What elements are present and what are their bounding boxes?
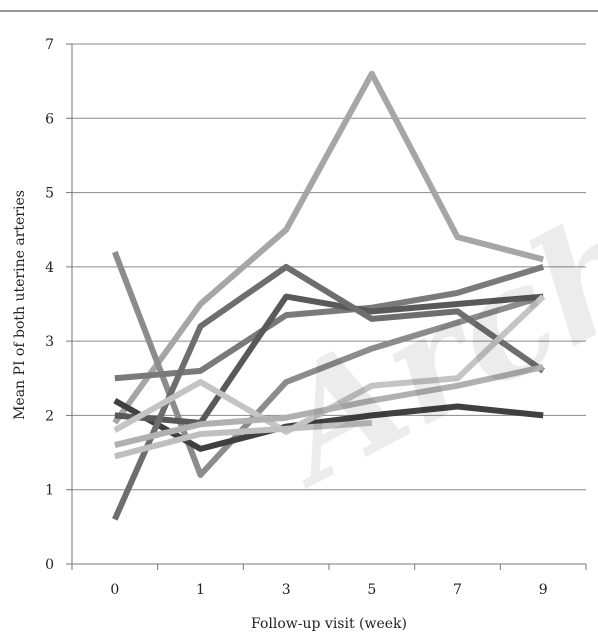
y-tick-labels: 0 1 2 3 4 5 6 7 xyxy=(45,37,54,573)
x-tick-label-5: 5 xyxy=(367,582,376,598)
x-tick-label-3: 3 xyxy=(282,582,291,598)
x-tick-label-9: 9 xyxy=(539,582,548,598)
series-line-8 xyxy=(114,419,373,460)
y-tick-label-2: 2 xyxy=(45,408,54,424)
y-tick-label-3: 3 xyxy=(45,334,54,350)
x-tick-labels: 0 1 3 5 7 9 xyxy=(110,582,547,598)
series-line-3 xyxy=(114,264,545,382)
y-tick-label-7: 7 xyxy=(45,37,54,53)
y-tick-label-5: 5 xyxy=(45,186,54,202)
series-line-4 xyxy=(113,397,544,452)
x-tick-label-7: 7 xyxy=(453,582,462,598)
x-axis-title: Follow-up visit (week) xyxy=(251,616,407,632)
y-tick-label-1: 1 xyxy=(45,483,54,499)
y-tick-label-4: 4 xyxy=(45,260,54,276)
y-tick-label-6: 6 xyxy=(45,111,54,127)
series-lines xyxy=(111,70,546,521)
series-line-6 xyxy=(112,263,545,521)
series-line-1 xyxy=(112,70,544,425)
series-line-9 xyxy=(114,364,544,449)
x-tick-label-1: 1 xyxy=(196,582,205,598)
axes xyxy=(66,43,587,570)
series-line-5 xyxy=(114,293,544,426)
x-tick-label-0: 0 xyxy=(110,582,119,598)
y-tick-label-0: 0 xyxy=(45,557,54,573)
y-axis-title: Mean PI of both uterine arteries xyxy=(12,190,28,420)
